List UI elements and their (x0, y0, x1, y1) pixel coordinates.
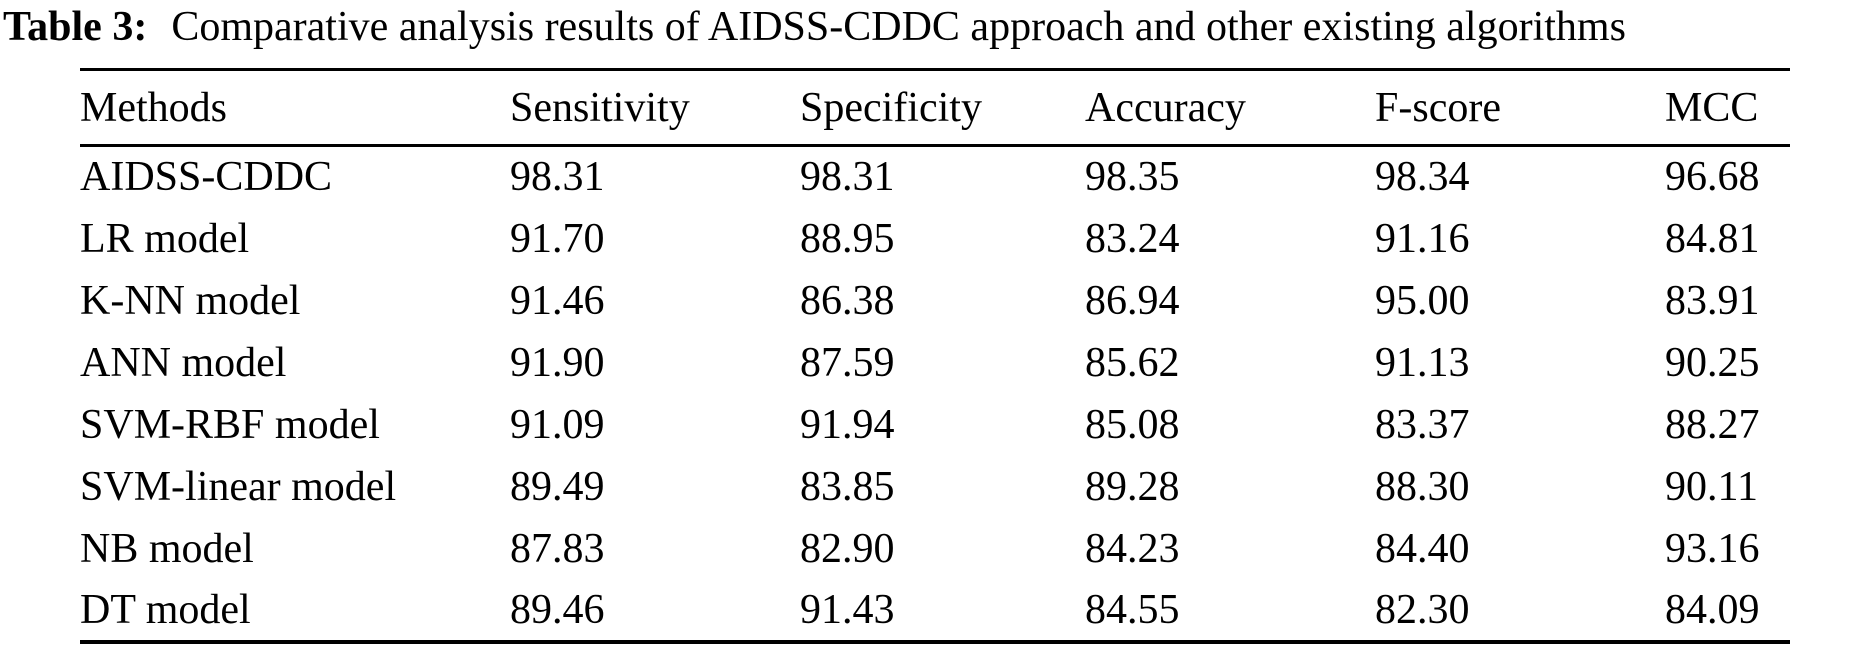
cell-mcc: 88.27 (1665, 401, 1760, 448)
cell-accuracy: 83.24 (1085, 215, 1180, 262)
cell-method: SVM-linear model (80, 463, 397, 510)
cell-mcc: 84.81 (1665, 215, 1760, 262)
cell-sensitivity: 98.31 (510, 154, 605, 201)
cell-sensitivity: 91.46 (510, 277, 605, 324)
cell-mcc: 93.16 (1665, 525, 1760, 572)
cell-mcc: 84.09 (1665, 586, 1760, 633)
cell-accuracy: 85.08 (1085, 401, 1180, 448)
table-row: NB model 87.83 82.90 84.23 84.40 93.16 (80, 518, 1790, 580)
table-caption-label: Table 3: (3, 4, 148, 50)
cell-sensitivity: 89.46 (510, 586, 605, 633)
cell-fscore: 82.30 (1375, 586, 1470, 633)
column-header-accuracy: Accuracy (1085, 84, 1246, 131)
cell-accuracy: 84.23 (1085, 525, 1180, 572)
cell-method: NB model (80, 525, 254, 572)
cell-fscore: 83.37 (1375, 401, 1470, 448)
cell-method: AIDSS-CDDC (80, 154, 333, 201)
cell-fscore: 84.40 (1375, 525, 1470, 572)
cell-sensitivity: 91.70 (510, 215, 605, 262)
cell-mcc: 96.68 (1665, 154, 1760, 201)
cell-fscore: 98.34 (1375, 154, 1470, 201)
table-row: ANN model 91.90 87.59 85.62 91.13 90.25 (80, 332, 1790, 394)
table-caption-text: Comparative analysis results of AIDSS-CD… (171, 4, 1626, 50)
cell-specificity: 86.38 (800, 277, 895, 324)
cell-accuracy: 86.94 (1085, 277, 1180, 324)
cell-specificity: 91.43 (800, 586, 895, 633)
cell-fscore: 88.30 (1375, 463, 1470, 510)
table-body: AIDSS-CDDC 98.31 98.31 98.35 98.34 96.68… (80, 146, 1790, 642)
cell-specificity: 82.90 (800, 525, 895, 572)
column-header-specificity: Specificity (800, 84, 982, 131)
column-header-mcc: MCC (1665, 84, 1759, 131)
cell-sensitivity: 91.09 (510, 401, 605, 448)
cell-fscore: 95.00 (1375, 277, 1470, 324)
table-row: LR model 91.70 88.95 83.24 91.16 84.81 (80, 208, 1790, 270)
cell-accuracy: 84.55 (1085, 586, 1180, 633)
table-row: K-NN model 91.46 86.38 86.94 95.00 83.91 (80, 270, 1790, 332)
cell-method: LR model (80, 215, 250, 262)
cell-accuracy: 89.28 (1085, 463, 1180, 510)
cell-method: DT model (80, 586, 251, 633)
column-header-methods: Methods (80, 84, 227, 131)
cell-mcc: 90.11 (1665, 463, 1758, 510)
cell-accuracy: 85.62 (1085, 339, 1180, 386)
cell-sensitivity: 91.90 (510, 339, 605, 386)
results-table: Methods Sensitivity Specificity Accuracy… (80, 68, 1790, 644)
column-header-fscore: F-score (1375, 84, 1501, 131)
cell-mcc: 83.91 (1665, 277, 1760, 324)
table-row: SVM-RBF model 91.09 91.94 85.08 83.37 88… (80, 394, 1790, 456)
table-row: SVM-linear model 89.49 83.85 89.28 88.30… (80, 456, 1790, 518)
cell-fscore: 91.16 (1375, 215, 1470, 262)
cell-specificity: 91.94 (800, 401, 895, 448)
cell-method: SVM-RBF model (80, 401, 380, 448)
cell-method: K-NN model (80, 277, 301, 324)
header-row: Methods Sensitivity Specificity Accuracy… (80, 69, 1790, 146)
cell-sensitivity: 87.83 (510, 525, 605, 572)
table-row: DT model 89.46 91.43 84.55 82.30 84.09 (80, 580, 1790, 642)
cell-method: ANN model (80, 339, 287, 386)
cell-fscore: 91.13 (1375, 339, 1470, 386)
table-caption: Table 3: Comparative analysis results of … (3, 4, 1626, 50)
cell-sensitivity: 89.49 (510, 463, 605, 510)
cell-specificity: 83.85 (800, 463, 895, 510)
cell-specificity: 98.31 (800, 154, 895, 201)
cell-specificity: 87.59 (800, 339, 895, 386)
cell-mcc: 90.25 (1665, 339, 1760, 386)
cell-accuracy: 98.35 (1085, 154, 1180, 201)
column-header-sensitivity: Sensitivity (510, 84, 690, 131)
table-row: AIDSS-CDDC 98.31 98.31 98.35 98.34 96.68 (80, 146, 1790, 208)
table-header: Methods Sensitivity Specificity Accuracy… (80, 69, 1790, 146)
cell-specificity: 88.95 (800, 215, 895, 262)
